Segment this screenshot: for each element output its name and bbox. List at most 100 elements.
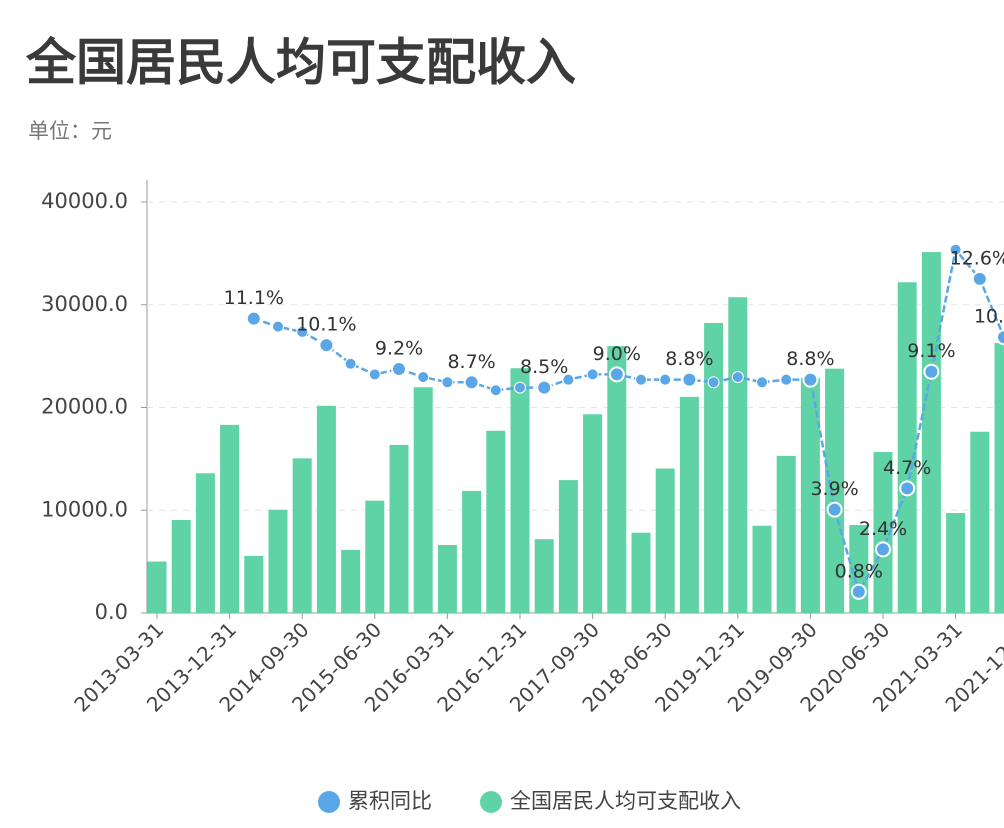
data-label: 10.4% [974, 306, 1004, 328]
data-label: 8.8% [786, 348, 834, 370]
bar [413, 387, 433, 613]
data-label: 10.1% [296, 314, 356, 336]
legend-label: 累积同比 [348, 789, 432, 813]
bar [776, 455, 796, 613]
y-tick-label: 30000.0 [41, 292, 128, 316]
bar [946, 513, 966, 613]
data-label: 3.9% [810, 478, 858, 500]
chart-title: 全国居民人均可支配收入 [25, 34, 576, 92]
data-label: 0.8% [835, 560, 883, 582]
bar [486, 430, 506, 613]
data-label: 8.8% [665, 348, 713, 370]
bar [462, 490, 482, 613]
point [391, 361, 407, 378]
bar [800, 377, 820, 613]
point [562, 373, 575, 386]
legend: 累积同比 全国居民人均可支配收入 [318, 789, 741, 813]
point [850, 583, 867, 600]
bar [607, 346, 627, 613]
point [923, 363, 940, 380]
data-label: 9.1% [907, 340, 955, 362]
bar [728, 297, 748, 613]
point [971, 270, 988, 287]
bar [558, 480, 578, 613]
bar [268, 509, 288, 613]
bar [631, 532, 651, 613]
point [296, 325, 309, 338]
point [608, 366, 625, 383]
point [659, 373, 672, 386]
bar [316, 405, 336, 613]
point [875, 541, 891, 558]
data-label: 8.7% [447, 351, 495, 373]
data-label: 9.0% [593, 343, 641, 365]
chart-subtitle: 单位：元 [28, 119, 112, 143]
bar [970, 431, 990, 613]
point [949, 243, 962, 256]
point [441, 376, 454, 389]
bars [147, 252, 1004, 613]
point [731, 371, 744, 384]
bar [897, 282, 917, 613]
point [272, 320, 284, 333]
point [996, 329, 1004, 346]
legend-swatch [318, 791, 340, 813]
point [463, 374, 480, 391]
point [802, 371, 819, 388]
line-layer [245, 243, 1004, 600]
data-label: 9.2% [375, 338, 423, 360]
point [681, 371, 698, 388]
bar [292, 458, 312, 613]
bar [341, 549, 361, 613]
point [318, 337, 335, 354]
bar [244, 555, 264, 613]
point [780, 373, 793, 386]
data-label: 2.4% [859, 518, 907, 540]
bar [171, 519, 191, 613]
bar [704, 322, 724, 613]
point [756, 376, 768, 389]
data-label: 11.1% [224, 287, 284, 309]
bar [437, 544, 457, 613]
bar [655, 468, 675, 613]
bar [147, 561, 167, 613]
data-label: 12.6% [950, 247, 1004, 269]
point [245, 310, 262, 327]
labels: 11.1% 10.1% 9.2% 8.7% 8.5% 9.0% 8.8% 8.8% 3.9% 0.… [224, 247, 1004, 582]
legend-label: 全国居民人均可支配收入 [510, 789, 741, 813]
bar [752, 525, 772, 613]
y-tick-label: 10000.0 [41, 497, 128, 521]
point [899, 480, 916, 497]
bar [873, 452, 893, 613]
bar [825, 368, 845, 613]
y-tick-label: 0.0 [95, 600, 128, 624]
point [514, 381, 526, 394]
point [536, 379, 553, 396]
bar [994, 343, 1004, 613]
bar [365, 500, 385, 613]
point [707, 376, 720, 389]
bar [921, 252, 941, 613]
y-tick-label: 20000.0 [41, 395, 128, 419]
legend-swatch [480, 791, 502, 813]
point [417, 371, 430, 384]
data-label: 4.7% [883, 457, 931, 479]
data-label: 8.5% [520, 356, 568, 378]
point [635, 373, 647, 386]
bar [195, 473, 215, 613]
bar [534, 539, 554, 613]
line [253, 246, 1004, 595]
bar [679, 396, 699, 613]
point [586, 368, 599, 381]
bar [389, 444, 409, 613]
bar [220, 424, 240, 613]
point [489, 384, 502, 397]
bar [510, 368, 530, 613]
point [368, 368, 381, 381]
y-tick-label: 40000.0 [41, 189, 128, 213]
bar [583, 414, 603, 613]
point [826, 501, 843, 518]
point [344, 357, 357, 370]
